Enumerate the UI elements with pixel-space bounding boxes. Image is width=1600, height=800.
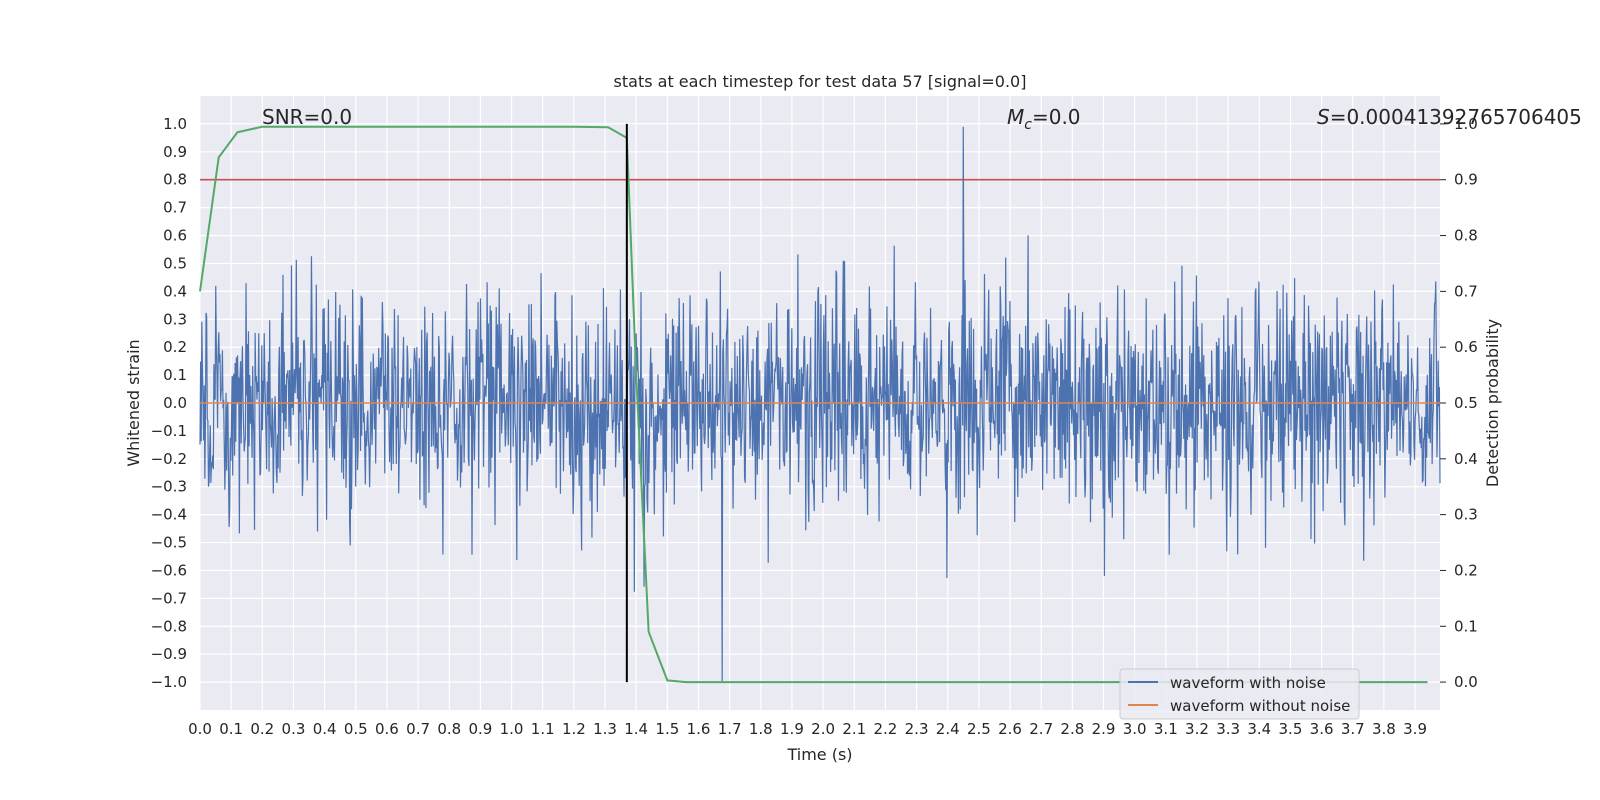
x-tick-label: 3.7 bbox=[1341, 720, 1365, 738]
y-tick-label-left: 0.7 bbox=[163, 199, 187, 217]
x-tick-label: 1.1 bbox=[531, 720, 555, 738]
x-tick-label: 0.0 bbox=[188, 720, 212, 738]
y-tick-label-left: −0.6 bbox=[151, 561, 187, 579]
y-axis-left: 1.0 0.9 0.8 0.7 0.6 0.5 0.4 0.3 0.2 0.1 0.0 −0.1 −0.… bbox=[151, 115, 187, 691]
y-tick-label-left: −0.5 bbox=[151, 534, 187, 552]
x-tick-label: 3.2 bbox=[1185, 720, 1209, 738]
x-tick-label: 3.4 bbox=[1247, 720, 1271, 738]
y-tick-label-right: 0.4 bbox=[1454, 450, 1478, 468]
y-tick-label-left: −1.0 bbox=[151, 673, 187, 691]
y-tick-label-left: −0.4 bbox=[151, 506, 187, 524]
y-tick-label-right: 0.6 bbox=[1454, 338, 1478, 356]
x-tick-label: 1.3 bbox=[593, 720, 617, 738]
y-tick-label-right: 0.9 bbox=[1454, 171, 1478, 189]
noise-trace bbox=[199, 126, 1441, 683]
y-tick-label-left: −0.2 bbox=[151, 450, 187, 468]
x-tick-label: 2.4 bbox=[936, 720, 960, 738]
y-axis-right: 1.0 0.9 0.8 0.7 0.6 0.5 0.4 0.3 0.2 0.1 0.0 bbox=[1440, 115, 1478, 691]
y-tick-label-left: 0.6 bbox=[163, 227, 187, 245]
x-tick-label: 1.6 bbox=[687, 720, 711, 738]
legend-label-clean: waveform without noise bbox=[1170, 697, 1350, 715]
x-tick-label: 2.6 bbox=[998, 720, 1022, 738]
annotation-mc: Mc=0.0 bbox=[1007, 105, 1081, 133]
x-tick-label: 0.9 bbox=[468, 720, 492, 738]
y-tick-label-left: 0.9 bbox=[163, 143, 187, 161]
x-tick-label: 1.7 bbox=[718, 720, 742, 738]
x-tick-label: 0.2 bbox=[250, 720, 274, 738]
y-tick-label-left: 0.1 bbox=[163, 366, 187, 384]
x-tick-label: 0.3 bbox=[282, 720, 306, 738]
y-tick-label-right: 0.3 bbox=[1454, 506, 1478, 524]
y-tick-label-right: 1.0 bbox=[1454, 115, 1478, 133]
y-tick-label-right: 0.0 bbox=[1454, 673, 1478, 691]
y-tick-label-right: 0.8 bbox=[1454, 227, 1478, 245]
y-tick-label-left: 0.5 bbox=[163, 254, 187, 272]
x-tick-label: 0.6 bbox=[375, 720, 399, 738]
x-tick-label: 0.1 bbox=[219, 720, 243, 738]
x-tick-label: 1.2 bbox=[562, 720, 586, 738]
series-waveform-with-noise bbox=[199, 126, 1441, 683]
legend-label-noise: waveform with noise bbox=[1170, 674, 1326, 692]
x-tick-label: 3.3 bbox=[1216, 720, 1240, 738]
x-axis: 0.0 0.1 0.2 0.3 0.4 0.5 0.6 0.7 0.8 0.9 1.0 1.1 1.2 1… bbox=[188, 720, 1427, 738]
y-tick-label-right: 0.2 bbox=[1454, 561, 1478, 579]
legend: waveform with noise waveform without noi… bbox=[1119, 668, 1360, 720]
x-tick-label: 2.7 bbox=[1029, 720, 1053, 738]
y-tick-label-left: 1.0 bbox=[163, 115, 187, 133]
y-axis-left-label: Whitened strain bbox=[124, 339, 143, 466]
y-tick-label-left: −0.3 bbox=[151, 478, 187, 496]
x-tick-label: 0.4 bbox=[313, 720, 337, 738]
x-tick-label: 2.2 bbox=[873, 720, 897, 738]
x-tick-label: 3.9 bbox=[1403, 720, 1427, 738]
x-axis-label: Time (s) bbox=[786, 745, 852, 764]
x-tick-label: 1.0 bbox=[500, 720, 524, 738]
y-tick-label-left: 0.0 bbox=[163, 394, 187, 412]
x-tick-label: 0.8 bbox=[437, 720, 461, 738]
x-tick-label: 3.0 bbox=[1123, 720, 1147, 738]
x-tick-label: 1.9 bbox=[780, 720, 804, 738]
x-tick-label: 2.9 bbox=[1092, 720, 1116, 738]
y-tick-label-left: −0.8 bbox=[151, 617, 187, 635]
y-tick-label-left: −0.1 bbox=[151, 422, 187, 440]
legend-box bbox=[1119, 668, 1360, 720]
x-tick-label: 0.7 bbox=[406, 720, 430, 738]
series-detection-probability bbox=[199, 125, 1428, 684]
x-tick-label: 2.8 bbox=[1060, 720, 1084, 738]
x-tick-label: 3.8 bbox=[1372, 720, 1396, 738]
y-tick-label-left: 0.4 bbox=[163, 282, 187, 300]
x-tick-label: 2.0 bbox=[811, 720, 835, 738]
x-tick-label: 3.5 bbox=[1279, 720, 1303, 738]
x-tick-label: 3.6 bbox=[1310, 720, 1334, 738]
y-axis-right-label: Detection probability bbox=[1483, 319, 1502, 487]
y-tick-label-left: −0.9 bbox=[151, 645, 187, 663]
x-tick-label: 2.5 bbox=[967, 720, 991, 738]
y-tick-label-left: 0.2 bbox=[163, 338, 187, 356]
x-tick-label: 1.8 bbox=[749, 720, 773, 738]
y-tick-label-left: 0.3 bbox=[163, 310, 187, 328]
x-tick-label: 2.1 bbox=[842, 720, 866, 738]
x-tick-label: 1.5 bbox=[655, 720, 679, 738]
y-tick-label-left: −0.7 bbox=[151, 589, 187, 607]
x-tick-label: 1.4 bbox=[624, 720, 648, 738]
x-tick-label: 0.5 bbox=[344, 720, 368, 738]
annotation-s: S=0.00041392765706405 bbox=[1317, 105, 1582, 129]
y-tick-label-right: 0.5 bbox=[1454, 394, 1478, 412]
overlays bbox=[199, 123, 1440, 684]
y-tick-label-right: 0.1 bbox=[1454, 617, 1478, 635]
chart-title: stats at each timestep for test data 57 … bbox=[614, 72, 1027, 91]
y-tick-label-left: 0.8 bbox=[163, 171, 187, 189]
annotation-snr: SNR=0.0 bbox=[262, 105, 352, 129]
x-tick-label: 2.3 bbox=[905, 720, 929, 738]
x-tick-label: 3.1 bbox=[1154, 720, 1178, 738]
y-tick-label-right: 0.7 bbox=[1454, 282, 1478, 300]
